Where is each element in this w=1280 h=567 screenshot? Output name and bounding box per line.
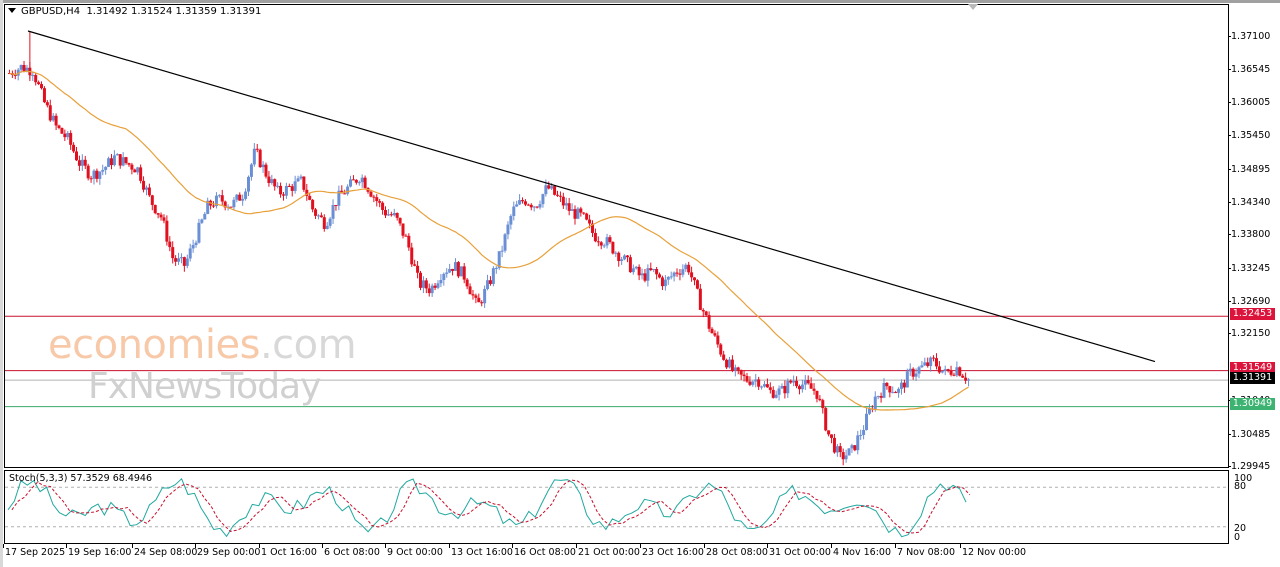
watermark-economies: economies.com [48, 322, 357, 368]
time-tick-label: 7 Nov 08:00 [894, 544, 956, 558]
price-level-tag: 1.31549 [1230, 362, 1275, 374]
stoch-level-100: 100 [1234, 473, 1253, 484]
stoch-level-0: 0 [1234, 532, 1241, 543]
stochastic-label: Stoch(5,3,3) 57.3529 68.4946 [9, 473, 153, 484]
price-tick-label: 1.34895 [1227, 163, 1271, 175]
chart-shift-marker-icon[interactable] [968, 4, 978, 10]
time-tick-label: 19 Sep 16:00 [65, 544, 132, 558]
dropdown-triangle-icon[interactable] [8, 8, 16, 13]
time-tick-label: 6 Oct 08:00 [322, 544, 380, 558]
window-top-border [0, 0, 1280, 3]
time-tick-label: 9 Oct 00:00 [385, 544, 443, 558]
stochastic-pane[interactable] [4, 470, 1229, 544]
chart-title: GBPUSD,H4 1.31492 1.31524 1.31359 1.3139… [8, 6, 261, 17]
stochastic-canvas [5, 477, 1228, 538]
watermark-economies-domain: .com [259, 322, 357, 368]
window-left-border [0, 0, 3, 567]
stoch-level-80: 80 [1234, 481, 1247, 492]
price-tick-label: 1.29945 [1227, 461, 1271, 472]
time-tick-label: 4 Nov 16:00 [830, 544, 892, 558]
price-tick-label: 1.35450 [1227, 130, 1271, 142]
stoch-level-20: 20 [1234, 523, 1247, 534]
price-chart-pane[interactable] [4, 4, 1229, 468]
time-tick-label: 17 Sep 2025 [2, 544, 66, 558]
time-tick-label: 24 Sep 08:00 [131, 544, 198, 558]
price-tick-label: 1.32690 [1227, 296, 1271, 308]
price-chart-canvas [5, 30, 1228, 466]
price-tick-label: 1.32150 [1227, 328, 1271, 340]
price-level-tag: 1.32453 [1230, 308, 1275, 320]
price-tick-label: 1.36545 [1227, 64, 1271, 76]
time-axis[interactable]: 17 Sep 2025 19 Sep 16:00 24 Sep 08:00 29 Se… [0, 544, 1229, 567]
time-tick-label: 12 Nov 00:00 [959, 544, 1027, 558]
price-tick-label: 1.37100 [1227, 31, 1271, 42]
time-tick-label: 23 Oct 16:00 [640, 544, 704, 558]
time-tick-label: 29 Sep 00:00 [194, 544, 261, 558]
price-tick-label: 1.34340 [1227, 196, 1271, 208]
time-tick-label: 16 Oct 08:00 [512, 544, 576, 558]
watermark-fxnewstoday: FxNewsToday [88, 366, 321, 407]
price-tick-label: 1.33800 [1227, 229, 1271, 241]
ohlc-values: 1.31492 1.31524 1.31359 1.31391 [86, 6, 262, 17]
symbol-label: GBPUSD,H4 [21, 6, 81, 17]
price-level-tag: 1.30949 [1230, 398, 1275, 410]
watermark-economies-text: economies [48, 322, 260, 368]
price-tick-label: 1.36005 [1227, 96, 1271, 108]
time-tick-label: 21 Oct 00:00 [576, 544, 640, 558]
price-tick-label: 1.30485 [1227, 428, 1271, 440]
time-tick-label: 28 Oct 08:00 [704, 544, 768, 558]
time-tick-label: 1 Oct 16:00 [259, 544, 317, 558]
time-tick-label: 31 Oct 00:00 [767, 544, 831, 558]
price-level-tag: 1.31391 [1230, 372, 1275, 384]
price-tick-label: 1.33245 [1227, 262, 1271, 274]
time-tick-label: 13 Oct 16:00 [449, 544, 513, 558]
